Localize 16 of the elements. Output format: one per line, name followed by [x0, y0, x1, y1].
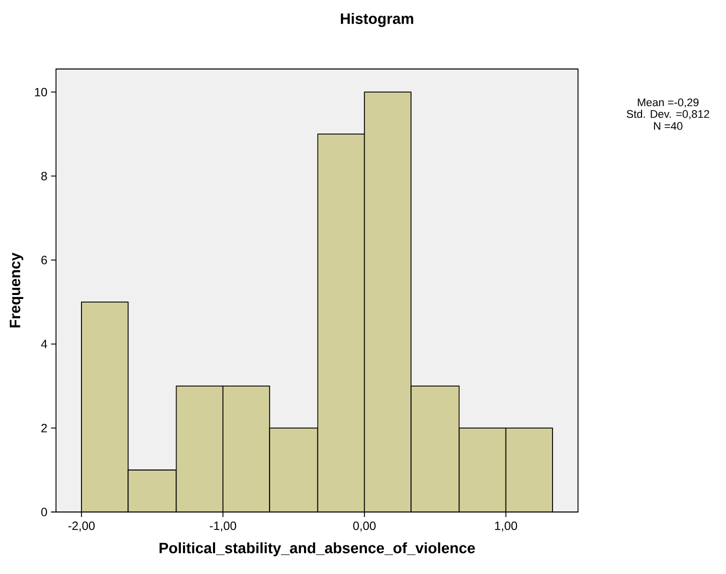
text: Std. Dev. =0,812: [626, 110, 710, 120]
x-axis-title: Political_stability_and_absence_of_violence: [160, 542, 475, 556]
y-tick-label: 2: [41, 424, 47, 432]
y-tick-label: 0: [41, 508, 48, 516]
x-tick-label: -1,00: [210, 522, 236, 532]
y-tick-label: 8: [41, 172, 47, 180]
chart-title: Histogram: [340, 12, 414, 28]
x-tick-label: 1,00: [495, 522, 518, 532]
x-tick-label: 0,00: [353, 522, 376, 532]
y-tick-label: 4: [41, 340, 48, 348]
text: Mean =-0,29: [638, 98, 699, 108]
y-tick-label: 6: [41, 256, 47, 264]
text: N =40: [654, 122, 682, 130]
y-tick-label: 10: [35, 88, 47, 96]
x-tick-label: -2,00: [68, 522, 95, 532]
y-axis-title: Frequency: [10, 252, 24, 328]
